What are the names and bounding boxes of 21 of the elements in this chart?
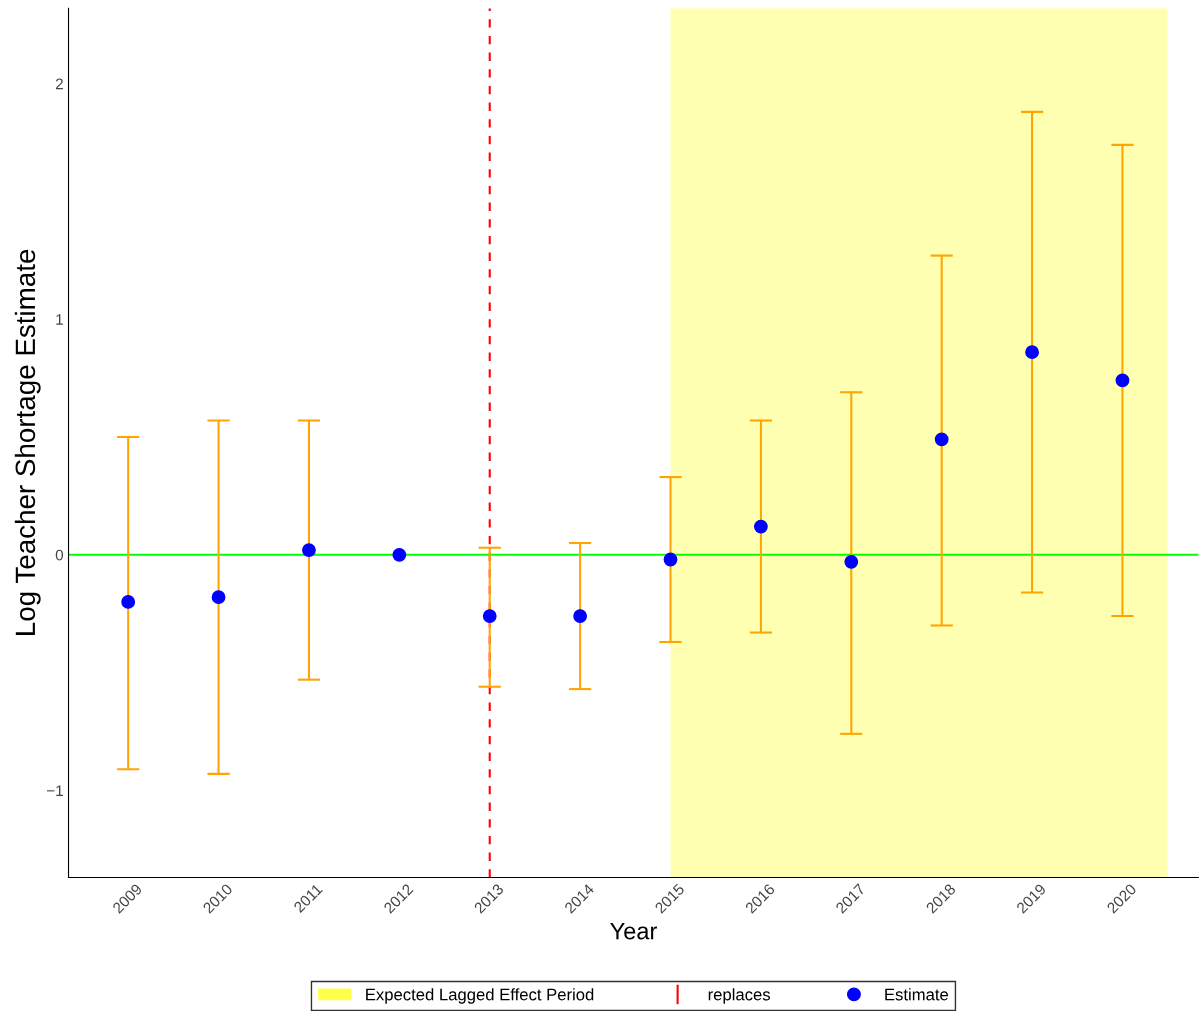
y-axis-title: Log Teacher Shortage Estimate [14,249,41,635]
point [211,590,226,605]
point [121,595,136,609]
legend-label: Expected Lagged Effect Period [366,988,594,1004]
point [844,554,859,569]
point [302,543,316,557]
y-tick-label: 2 [55,78,63,90]
point [1025,345,1039,360]
point [753,519,768,534]
point [482,609,497,623]
y-tick-label: 1 [56,314,63,325]
y-tick-label: −1 [46,785,63,796]
legend-label: Estimate [885,988,949,1001]
point [392,547,407,562]
point [573,609,588,623]
point [663,552,678,567]
x-axis-title: Year [610,922,657,940]
point [1115,373,1130,388]
point [934,432,949,447]
y-tick-label: 0 [55,549,64,561]
legend-label: replaces [708,988,771,1004]
